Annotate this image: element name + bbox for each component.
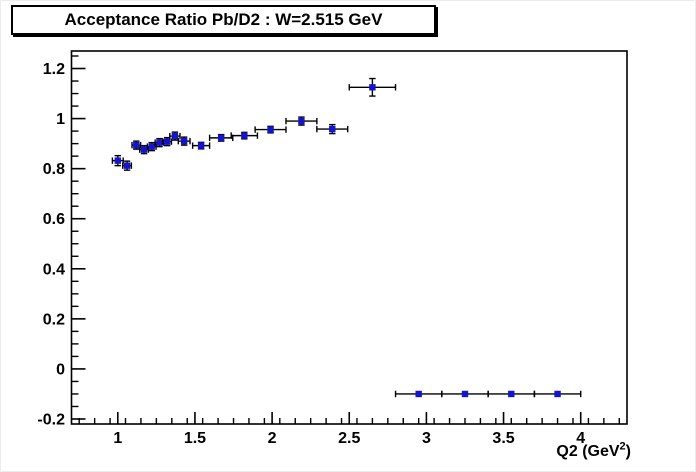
data-point-marker	[163, 138, 171, 145]
x-tick-label: 3.5	[492, 430, 514, 447]
data-point-marker	[197, 142, 205, 149]
x-axis-title: Q2 (GeV2)	[556, 440, 631, 461]
data-point-marker	[123, 162, 131, 169]
x-tick-label: 1	[113, 430, 122, 447]
y-tick-label: -0.2	[37, 411, 65, 428]
data-point-marker	[217, 134, 225, 142]
data-point-marker	[241, 132, 248, 139]
data-point-marker	[171, 132, 179, 140]
x-tick-label: 2	[268, 430, 277, 447]
x-tick-label: 2.5	[338, 430, 360, 447]
data-point-marker	[554, 390, 561, 398]
y-tick-label: 0.4	[43, 261, 65, 278]
x-axis-title-superscript: 2	[619, 440, 626, 453]
y-tick-label: 0	[56, 361, 65, 378]
x-tick-label: 3	[422, 430, 431, 447]
data-point-marker	[180, 137, 188, 145]
data-point-marker	[298, 117, 305, 125]
data-point-marker	[369, 84, 376, 91]
x-axis-title-close: )	[625, 443, 631, 460]
data-point-marker	[156, 139, 163, 146]
data-point-marker	[508, 390, 515, 398]
plot-title-box: Acceptance Ratio Pb/D2 : W=2.515 GeV	[11, 5, 436, 35]
data-point-marker	[267, 126, 274, 133]
y-tick-label: 1	[56, 111, 65, 128]
x-axis-title-main: Q2 (GeV	[556, 443, 620, 460]
x-tick-label: 1.5	[184, 430, 206, 447]
plot-frame	[70, 50, 628, 425]
data-point-marker	[461, 390, 469, 398]
y-tick-label: 0.2	[43, 311, 65, 328]
y-tick-label: 0.8	[43, 161, 65, 178]
y-tick-label: 0.6	[43, 211, 65, 228]
data-point-marker	[114, 157, 121, 164]
data-point-marker	[415, 390, 422, 398]
plot-title: Acceptance Ratio Pb/D2 : W=2.515 GeV	[64, 10, 383, 29]
x-tick-label: 4	[576, 430, 585, 447]
data-point-marker	[133, 141, 140, 149]
data-point-marker	[140, 146, 148, 153]
data-point-marker	[148, 143, 155, 150]
data-point-marker	[329, 125, 336, 133]
y-tick-label: 1.2	[43, 61, 65, 78]
